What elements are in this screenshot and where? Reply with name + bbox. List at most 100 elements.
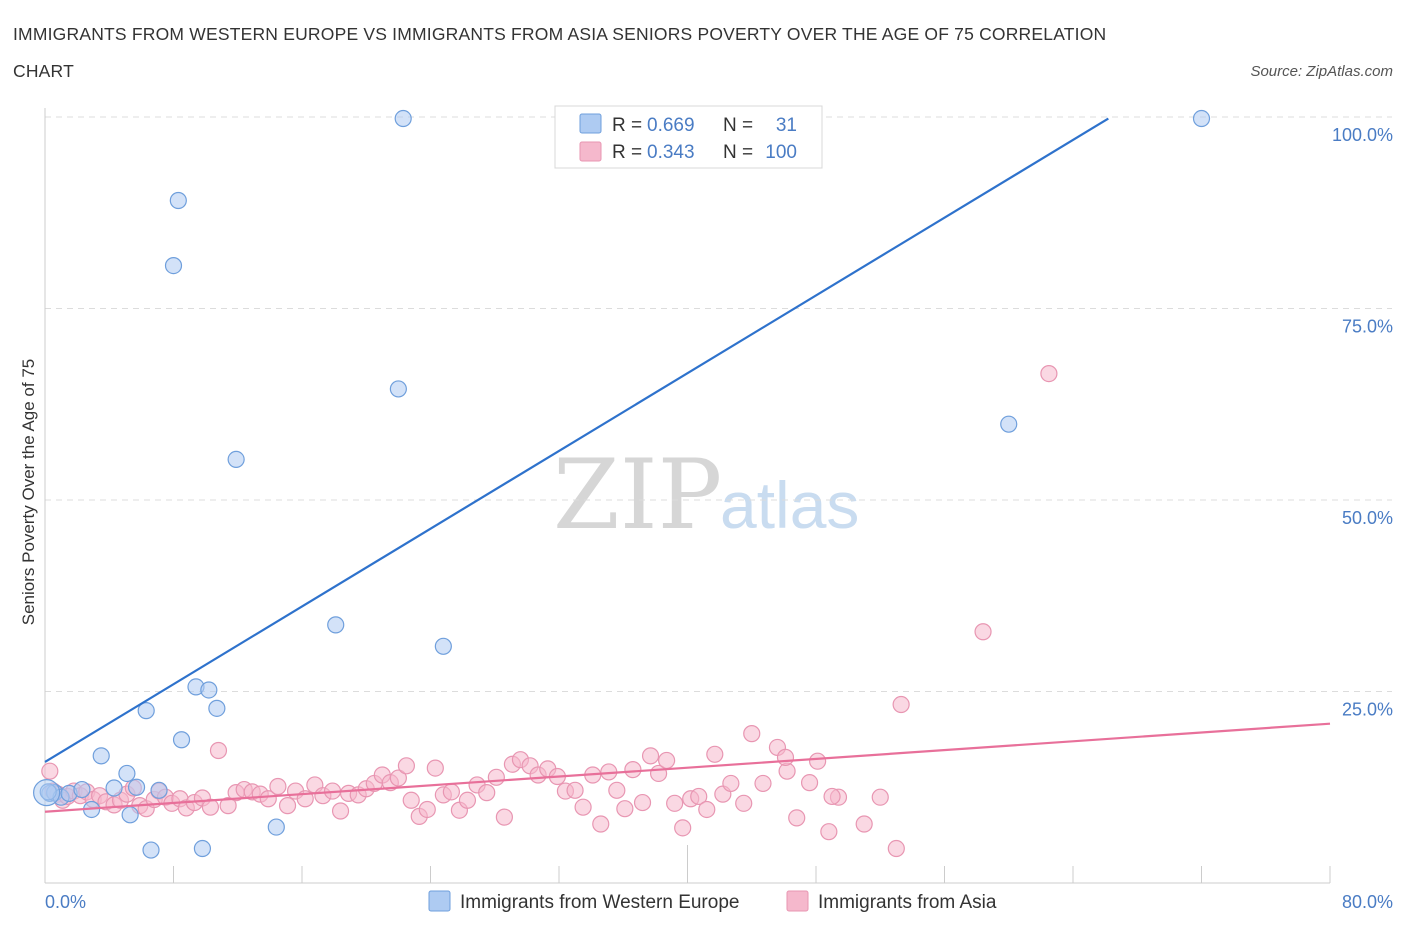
asia-point-69: [574, 798, 592, 816]
watermark-atlas: atlas: [720, 468, 859, 542]
stats-r-label-1: R =: [612, 115, 642, 136]
y-axis-label: Seniors Poverty Over the Age of 75: [19, 359, 38, 625]
x-tick-label-1: 80.0%: [1342, 892, 1393, 912]
stats-swatch-pink: [579, 141, 602, 162]
western-europe-point-4: [73, 780, 91, 799]
asia-point-52: [426, 759, 444, 777]
western-europe-point-12: [142, 841, 160, 859]
western-europe-point-25: [394, 109, 412, 128]
asia-point-101: [892, 695, 910, 714]
asia-point-74: [616, 800, 634, 818]
asia-point-49: [402, 791, 420, 809]
stats-n-value-1: 31: [776, 115, 797, 136]
series-western-europe-points: [33, 109, 1211, 859]
asia-point-87: [722, 774, 740, 793]
legend-swatch-western-europe: [428, 890, 451, 912]
asia-point-48: [397, 757, 416, 775]
western-europe-point-8: [118, 764, 136, 783]
tick-labels: 25.0% 50.0% 75.0% 100.0% 0.0% 80.0%: [45, 125, 1393, 912]
stats-swatch-blue: [579, 113, 602, 134]
watermark-zip: ZIP: [553, 439, 722, 551]
stats-r-value-2: 0.343: [647, 142, 695, 163]
asia-point-60: [495, 808, 513, 826]
asia-point-102: [974, 623, 992, 641]
western-europe-point-20: [208, 699, 226, 717]
stats-r-label-2: R =: [612, 142, 642, 163]
western-europe-point-14: [164, 257, 183, 275]
asia-point-79: [658, 751, 676, 770]
asia-point-94: [800, 774, 819, 792]
asia-point-85: [706, 745, 724, 763]
western-europe-point-15: [169, 191, 187, 210]
western-europe-point-29: [1192, 109, 1211, 128]
asia-point-83: [690, 787, 708, 806]
asia-point-25: [201, 798, 220, 816]
stats-n-label-2: N =: [723, 142, 753, 163]
western-europe-point-19: [200, 681, 218, 699]
western-europe-trend-line: [44, 117, 1109, 763]
asia-point-75: [624, 761, 642, 779]
western-europe-point-22: [267, 818, 285, 836]
western-europe-point-18: [193, 839, 212, 858]
asia-point-76: [633, 793, 652, 812]
asia-point-34: [278, 797, 297, 815]
chart-source: Source: ZipAtlas.com: [1250, 63, 1393, 80]
western-europe-point-10: [127, 778, 146, 796]
asia-point-95: [809, 752, 827, 770]
legend-label-western-europe: Immigrants from Western Europe: [460, 892, 739, 913]
asia-point-93: [788, 809, 806, 827]
asia-point-105: [823, 787, 841, 806]
asia-point-80: [666, 794, 684, 812]
legend-swatch-asia: [786, 890, 809, 912]
stats-n-value-2: 100: [765, 142, 797, 163]
western-europe-point-21: [227, 450, 245, 469]
stats-legend: R = 0.669 N = 31 R = 0.343 N = 100: [554, 105, 823, 169]
asia-point-88: [735, 794, 753, 812]
asia-point-104: [776, 748, 795, 766]
western-europe-point-24: [389, 380, 407, 398]
western-europe-point-26: [434, 637, 452, 655]
western-europe-point-16: [172, 731, 191, 749]
asia-point-96: [820, 823, 838, 841]
western-europe-point-7: [105, 779, 123, 797]
chart-title-line1: IMMIGRANTS FROM WESTERN EUROPE VS IMMIGR…: [13, 24, 1106, 44]
western-europe-point-9: [121, 806, 139, 824]
y-tick-label-1: 50.0%: [1342, 508, 1393, 528]
legend-label-asia: Immigrants from Asia: [818, 892, 997, 913]
axis-layer: [44, 108, 1331, 884]
asia-point-98: [855, 815, 873, 833]
asia-point-33: [269, 777, 287, 796]
asia-point-47: [389, 769, 407, 787]
western-europe-point-23: [327, 616, 345, 634]
series-asia-points: [41, 365, 1058, 858]
western-europe-point-6: [92, 747, 110, 765]
x-tick-label-0: 0.0%: [45, 892, 86, 912]
asia-point-84: [698, 800, 716, 819]
asia-point-81: [674, 819, 692, 837]
y-tick-label-0: 25.0%: [1342, 700, 1393, 720]
stats-r-value-1: 0.669: [647, 115, 695, 136]
asia-point-58: [478, 784, 496, 802]
asia-point-73: [608, 781, 626, 799]
asia-point-56: [458, 791, 477, 809]
asia-point-27: [219, 797, 237, 815]
asia-point-99: [871, 788, 889, 806]
asia-point-100: [887, 839, 905, 858]
asia-point-68: [566, 781, 584, 799]
trend-layer: [44, 117, 1331, 813]
bottom-legend: Immigrants from Western Europe Immigrant…: [428, 890, 997, 913]
stats-n-label-1: N =: [723, 115, 753, 136]
asia-point-77: [641, 747, 660, 765]
y-tick-label-2: 75.0%: [1342, 317, 1393, 337]
asia-point-0: [41, 762, 59, 780]
asia-point-59: [487, 768, 505, 786]
asia-point-71: [592, 815, 610, 833]
y-tick-label-3: 100.0%: [1332, 125, 1393, 145]
western-europe-point-11: [137, 702, 155, 720]
asia-point-32: [259, 790, 277, 808]
chart-title-line2: CHART: [13, 61, 74, 81]
asia-point-40: [331, 802, 350, 820]
western-europe-point-13: [150, 781, 168, 799]
grid-layer: [45, 116, 1392, 692]
